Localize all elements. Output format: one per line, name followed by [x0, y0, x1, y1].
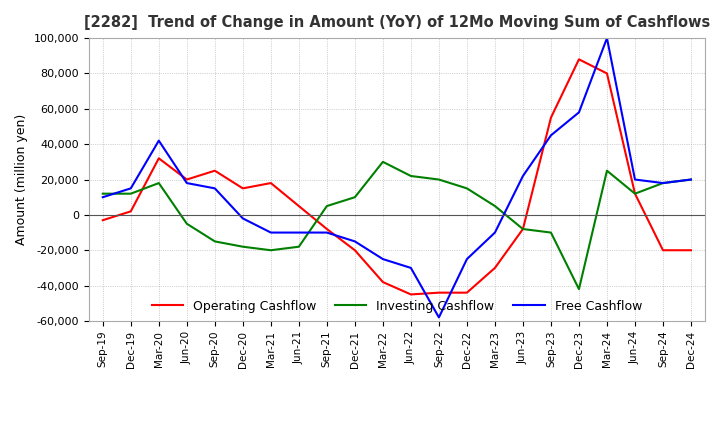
Free Cashflow: [351, 239, 359, 244]
Operating Cashflow: [266, 180, 275, 186]
Free Cashflow: [210, 186, 219, 191]
Investing Cashflow: [462, 186, 471, 191]
Title: [2282]  Trend of Change in Amount (YoY) of 12Mo Moving Sum of Cashflows: [2282] Trend of Change in Amount (YoY) o…: [84, 15, 710, 30]
Operating Cashflow: [575, 57, 583, 62]
Free Cashflow: [294, 230, 303, 235]
Investing Cashflow: [687, 177, 696, 182]
Investing Cashflow: [351, 194, 359, 200]
Investing Cashflow: [659, 180, 667, 186]
Legend: Operating Cashflow, Investing Cashflow, Free Cashflow: Operating Cashflow, Investing Cashflow, …: [147, 294, 647, 318]
Operating Cashflow: [631, 191, 639, 196]
Operating Cashflow: [351, 248, 359, 253]
Line: Operating Cashflow: Operating Cashflow: [103, 59, 691, 294]
Operating Cashflow: [238, 186, 247, 191]
Investing Cashflow: [323, 203, 331, 209]
Investing Cashflow: [238, 244, 247, 249]
Operating Cashflow: [603, 71, 611, 76]
Free Cashflow: [575, 110, 583, 115]
Operating Cashflow: [379, 279, 387, 285]
Free Cashflow: [546, 133, 555, 138]
Operating Cashflow: [155, 156, 163, 161]
Investing Cashflow: [266, 248, 275, 253]
Investing Cashflow: [407, 173, 415, 179]
Free Cashflow: [127, 186, 135, 191]
Line: Investing Cashflow: Investing Cashflow: [103, 162, 691, 289]
Free Cashflow: [603, 36, 611, 41]
Investing Cashflow: [379, 159, 387, 165]
Investing Cashflow: [518, 227, 527, 232]
Free Cashflow: [631, 177, 639, 182]
Free Cashflow: [182, 180, 191, 186]
Free Cashflow: [462, 257, 471, 262]
Investing Cashflow: [127, 191, 135, 196]
Operating Cashflow: [659, 248, 667, 253]
Y-axis label: Amount (million yen): Amount (million yen): [15, 114, 28, 245]
Free Cashflow: [99, 194, 107, 200]
Free Cashflow: [659, 180, 667, 186]
Operating Cashflow: [323, 227, 331, 232]
Operating Cashflow: [462, 290, 471, 295]
Free Cashflow: [379, 257, 387, 262]
Line: Free Cashflow: Free Cashflow: [103, 38, 691, 317]
Free Cashflow: [687, 177, 696, 182]
Investing Cashflow: [490, 203, 499, 209]
Free Cashflow: [435, 315, 444, 320]
Investing Cashflow: [631, 191, 639, 196]
Investing Cashflow: [603, 168, 611, 173]
Operating Cashflow: [127, 209, 135, 214]
Operating Cashflow: [99, 217, 107, 223]
Operating Cashflow: [182, 177, 191, 182]
Free Cashflow: [490, 230, 499, 235]
Investing Cashflow: [155, 180, 163, 186]
Free Cashflow: [238, 216, 247, 221]
Investing Cashflow: [546, 230, 555, 235]
Investing Cashflow: [575, 286, 583, 292]
Operating Cashflow: [490, 265, 499, 271]
Operating Cashflow: [435, 290, 444, 295]
Free Cashflow: [407, 265, 415, 271]
Free Cashflow: [323, 230, 331, 235]
Investing Cashflow: [99, 191, 107, 196]
Operating Cashflow: [518, 227, 527, 232]
Operating Cashflow: [687, 248, 696, 253]
Investing Cashflow: [210, 239, 219, 244]
Free Cashflow: [518, 173, 527, 179]
Investing Cashflow: [182, 221, 191, 226]
Free Cashflow: [266, 230, 275, 235]
Investing Cashflow: [294, 244, 303, 249]
Free Cashflow: [155, 138, 163, 143]
Operating Cashflow: [407, 292, 415, 297]
Operating Cashflow: [210, 168, 219, 173]
Operating Cashflow: [294, 203, 303, 209]
Investing Cashflow: [435, 177, 444, 182]
Operating Cashflow: [546, 115, 555, 120]
